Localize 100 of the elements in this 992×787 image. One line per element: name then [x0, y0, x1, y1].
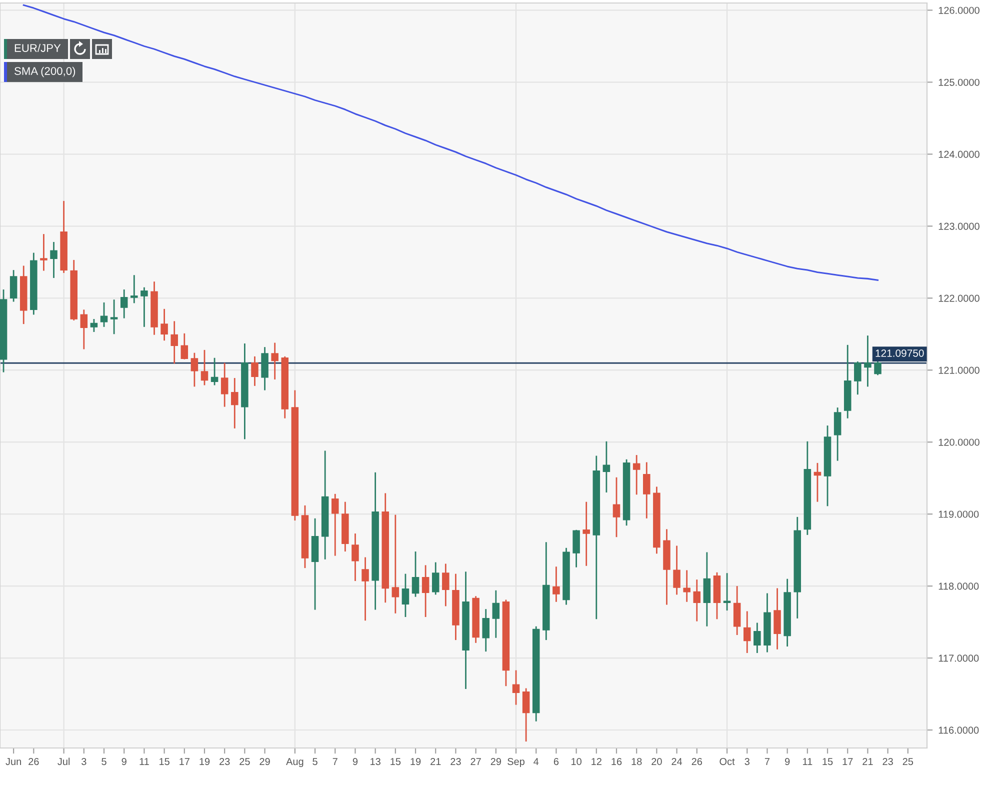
candlestick	[50, 241, 58, 279]
candlestick	[602, 440, 610, 494]
candlestick	[743, 610, 751, 654]
x-tick-label: 29	[490, 758, 501, 766]
x-tick-label: 21	[430, 758, 441, 765]
y-tick-label: 125.0000	[938, 78, 980, 86]
ref-line-label: 121.09750	[876, 349, 924, 357]
candlestick	[814, 462, 822, 503]
x-tick-label: 29	[260, 758, 270, 766]
x-tick-label: 16	[612, 758, 622, 766]
candlestick	[572, 529, 580, 568]
candlestick	[723, 572, 731, 612]
x-tick-label: 7	[764, 758, 770, 765]
x-tick-label: 21	[862, 758, 873, 765]
x-tick-label: 9	[122, 758, 126, 766]
candlestick	[220, 362, 228, 408]
candlestick	[492, 590, 500, 639]
y-tick-label: 118.0000	[938, 582, 979, 590]
x-tick-label: 3	[744, 758, 750, 766]
candlestick	[140, 286, 148, 328]
candlestick	[90, 318, 98, 333]
x-tick-label: 25	[240, 758, 250, 766]
y-tick-label: 126.0000	[938, 6, 980, 14]
candlestick	[854, 360, 862, 396]
x-tick-label: 24	[672, 758, 682, 765]
legend-label: EUR/JPY	[14, 44, 61, 52]
candlestick	[422, 564, 430, 618]
candlestick	[432, 562, 440, 596]
candlestick	[512, 670, 520, 706]
x-tick-label: Sep	[508, 758, 524, 768]
x-tick-label: 23	[882, 758, 893, 766]
candlestick	[643, 462, 650, 520]
y-tick-label: 117.0000	[938, 654, 979, 662]
x-tick-label: Oct	[720, 758, 735, 766]
x-tick-label: 10	[572, 758, 582, 766]
candlestick	[703, 552, 711, 628]
x-tick-label: 3	[82, 758, 86, 766]
candlestick	[170, 320, 178, 364]
candlestick	[251, 356, 258, 387]
candlestick	[693, 578, 701, 622]
y-tick-label: 122.0000	[938, 294, 980, 302]
candlestick	[392, 514, 400, 614]
x-tick-label: 15	[822, 758, 833, 766]
x-tick-label: 17	[842, 758, 853, 765]
candlestick	[10, 269, 18, 302]
y-tick-label: 120.0000	[938, 438, 980, 446]
candlestick	[402, 573, 410, 618]
candlestick	[352, 532, 359, 582]
candlestick	[100, 302, 108, 328]
x-tick-label: Aug	[286, 758, 304, 768]
x-tick-label: 23	[220, 758, 230, 766]
candlestick	[120, 288, 128, 319]
candlestick	[160, 308, 168, 342]
candlestick	[673, 545, 680, 596]
y-tick-label: 119.0000	[938, 510, 979, 518]
x-tick-label: 19	[410, 758, 421, 766]
candlestick	[190, 352, 198, 388]
candlestick	[754, 622, 761, 654]
candlestick	[110, 298, 118, 335]
x-tick-label: 5	[312, 758, 318, 766]
candlestick	[733, 585, 741, 636]
candlestick	[774, 588, 781, 650]
y-tick-label: 124.0000	[938, 150, 980, 158]
x-tick-label: 11	[140, 758, 149, 765]
candlestick	[231, 377, 238, 430]
candlestick	[552, 566, 560, 603]
candlestick	[834, 406, 842, 462]
candlestick	[683, 570, 690, 603]
candlestick	[80, 308, 88, 350]
candlestick	[632, 454, 640, 496]
x-tick-label: 4	[534, 758, 539, 765]
candlestick	[874, 360, 882, 376]
y-tick-label: 123.0000	[938, 222, 980, 230]
x-tick-label: 15	[390, 758, 401, 766]
x-tick-label: 17	[180, 758, 190, 765]
x-tick-label: 12	[592, 758, 602, 765]
x-tick-label: 11	[802, 758, 812, 765]
candlestick	[522, 688, 530, 742]
candlestick	[130, 274, 138, 304]
x-tick-label: 5	[102, 758, 106, 766]
candlestick	[200, 349, 208, 386]
candlestick	[864, 334, 872, 388]
candlestick	[40, 233, 48, 272]
candlestick	[442, 563, 450, 607]
x-tick-label: 23	[450, 758, 461, 766]
x-tick-label: 26	[692, 758, 702, 766]
candlestick	[612, 476, 620, 538]
x-tick-label: Jun	[6, 758, 21, 766]
x-tick-label: 15	[160, 758, 170, 766]
candlestick	[412, 550, 420, 598]
x-tick-label: 6	[554, 758, 559, 766]
candlestick	[271, 342, 278, 380]
x-tick-label: 18	[632, 758, 642, 766]
x-tick-label: 25	[902, 758, 914, 766]
candlestick	[331, 493, 339, 557]
legend-label: SMA (200,0)	[14, 66, 76, 78]
candlestick	[582, 501, 590, 567]
x-tick-label: 13	[370, 758, 380, 766]
candlestick	[362, 556, 369, 622]
x-tick-label: 26	[28, 758, 39, 766]
